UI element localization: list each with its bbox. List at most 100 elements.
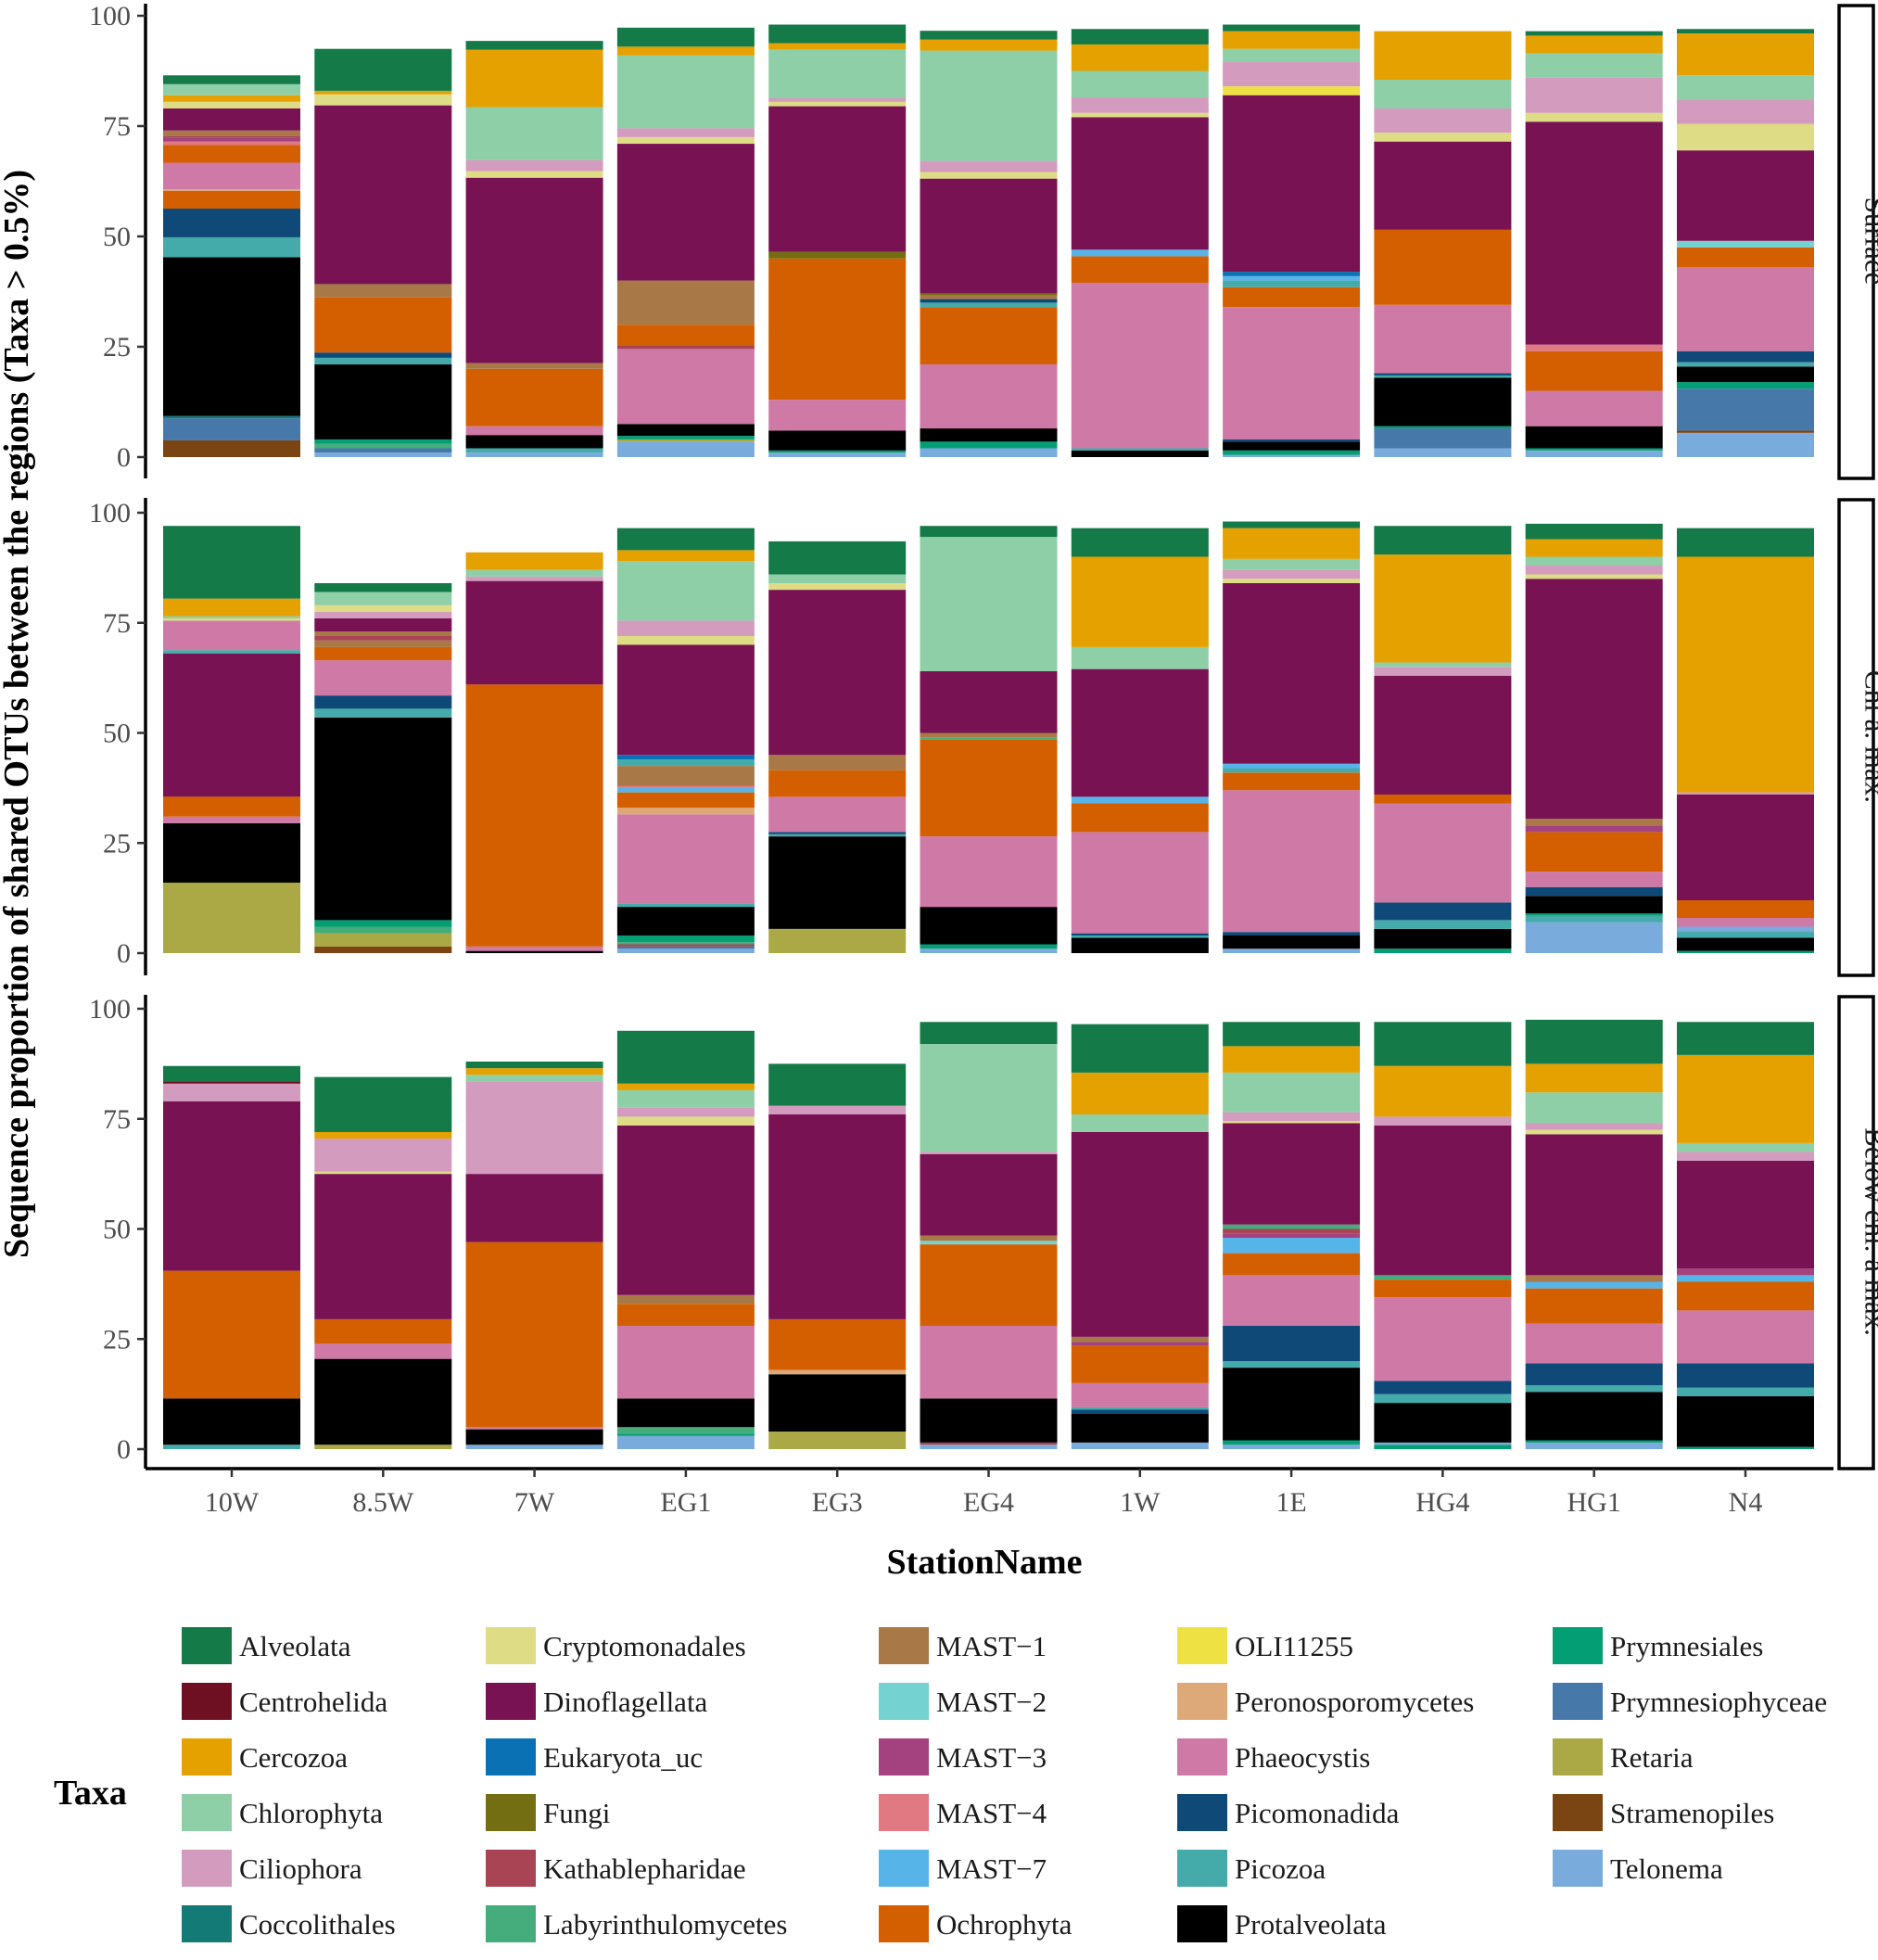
x-axis: 10W 8.5W 7W EG1 EG3 EG4 1W 1E HG4 HG1 N4 [146, 1467, 1834, 1518]
bar-segment-picomonadida [1677, 350, 1814, 363]
bar-segment-chlorophyta [768, 574, 907, 583]
bar-segment-ochrophyta [1223, 772, 1361, 791]
bar-segment-protalveolata [616, 1398, 755, 1428]
bar-segment-mast-1 [314, 284, 452, 298]
bar-segment-picomonadida [768, 832, 907, 834]
bar-segment-dinoflagellata [1071, 668, 1209, 797]
legend-label: Prymnesiophyceae [1610, 1686, 1827, 1718]
bar-segment-cercozoa [314, 1132, 452, 1139]
bar-segment-dinoflagellata [920, 671, 1058, 733]
legend: Alveolata Centrohelida Cercozoa Chlorophyta… [182, 1627, 1827, 1942]
y-tick-label: 75 [103, 608, 131, 639]
x-tick-label: 1W [1120, 1487, 1161, 1518]
bar-segment-cryptomonadales [1071, 112, 1209, 118]
bar-segment-alveolata [616, 1030, 755, 1084]
bar-segment-eukaryota-uc [1223, 272, 1361, 276]
legend-item-alveolata: Alveolata [182, 1627, 351, 1664]
y-tick-label: 0 [117, 1434, 131, 1465]
legend-item-mast-1: MAST−1 [879, 1627, 1047, 1664]
legend-item-prymnesiales: Prymnesiales [1553, 1627, 1763, 1664]
legend-label: OLI11255 [1235, 1630, 1353, 1662]
bar-segment-picozoa [163, 650, 300, 654]
legend-swatch [879, 1850, 929, 1887]
bar-segment-mast-7 [1223, 1238, 1361, 1254]
legend-swatch [1553, 1683, 1603, 1720]
bar-segment-cryptomonadales [616, 636, 755, 645]
bar-segment-picozoa [1374, 920, 1512, 929]
bar-segment-chlorophyta [1071, 70, 1209, 98]
bar-hg4 [1374, 1022, 1512, 1449]
bar-segment-cercozoa [465, 1068, 603, 1075]
bar-eg1 [616, 1030, 755, 1449]
bar-segment-ciliophora [465, 159, 603, 172]
bar-segment-phaeocystis [1525, 872, 1663, 887]
legend-item-centrohelida: Centrohelida [182, 1683, 387, 1720]
bar-segment-cryptomonadales [1677, 123, 1814, 151]
bar-segment-ochrophyta [1525, 832, 1663, 872]
bar-segment-telonema [314, 452, 452, 457]
bar-segment-kathablepharidae [616, 944, 755, 947]
bar-segment-dinoflagellata [465, 177, 603, 363]
bar-segment-phaeocystis [1071, 1382, 1209, 1407]
bar-7w [465, 1062, 603, 1449]
legend-item-coccolithales: Coccolithales [182, 1905, 396, 1942]
bar-segment-picozoa [1223, 280, 1361, 287]
bar-segment-chlorophyta [768, 49, 907, 99]
bar-segment-protalveolata [616, 907, 755, 936]
bar-segment-cryptomonadales [1374, 133, 1512, 142]
y-tick-label: 50 [103, 719, 131, 749]
bar-segment-cryptomonadales [920, 172, 1058, 179]
bar-segment-ochrophyta [314, 297, 452, 353]
bar-segment-protalveolata [1677, 1396, 1814, 1447]
bar-segment-chlorophyta [1374, 80, 1512, 108]
bar-segment-cercozoa [1677, 1054, 1814, 1143]
bar-segment-prymnesiales [616, 436, 755, 439]
bar-segment-phaeocystis [465, 946, 603, 951]
bar-segment-picozoa [768, 834, 907, 837]
y-tick-label: 100 [89, 498, 131, 528]
legend-item-chlorophyta: Chlorophyta [182, 1794, 383, 1831]
bar-segment-ochrophyta [314, 646, 452, 661]
bar-segment-phaeocystis [616, 349, 755, 425]
bar-segment-cercozoa [314, 90, 452, 95]
legend-label: Kathablepharidae [543, 1852, 746, 1885]
bar-segment-phaeocystis [314, 1343, 452, 1359]
bar-segment-ciliophora [1223, 61, 1361, 87]
bar-segment-ciliophora [1071, 97, 1209, 113]
bar-segment-ochrophyta [163, 1270, 300, 1399]
x-tick-label: N4 [1729, 1487, 1763, 1518]
bar-segment-phaeocystis [314, 660, 452, 696]
legend-item-fungi: Fungi [486, 1794, 611, 1831]
bar-segment-chlorophyta [920, 50, 1058, 161]
bar-segment-picomonadida [314, 695, 452, 709]
bar-segment-protalveolata [768, 1374, 907, 1432]
bar-segment-phaeocystis [616, 814, 755, 904]
y-tick-label: 0 [117, 442, 131, 473]
bar-segment-alveolata [1677, 1022, 1814, 1055]
bar-segment-cercozoa [1223, 31, 1361, 49]
bar-segment-phaeocystis [163, 162, 300, 190]
legend-swatch [182, 1627, 232, 1664]
bar-segment-phaeocystis [1677, 918, 1814, 927]
bar-segment-cercozoa [1223, 1046, 1361, 1073]
legend-swatch [182, 1850, 232, 1887]
legend-label: Telonema [1610, 1852, 1723, 1885]
bar-segment-dinoflagellata [1677, 795, 1814, 900]
bar-segment-mast-4 [616, 785, 755, 788]
bar-segment-alveolata [920, 526, 1058, 538]
bar-segment-prymnesiales [616, 1433, 755, 1436]
legend-item-mast-4: MAST−4 [879, 1794, 1047, 1831]
facet-strip-label: Below chl. a max. [1859, 1127, 1878, 1336]
bar-segment-chlorophyta [920, 537, 1058, 672]
legend-label: Ochrophyta [936, 1908, 1072, 1941]
legend-label: Cryptomonadales [543, 1630, 746, 1662]
bar-n4 [1677, 29, 1814, 457]
bar-segment-protalveolata [465, 435, 603, 449]
bar-segment-phaeocystis [1525, 390, 1663, 426]
bar-segment-ochrophyta [920, 307, 1058, 365]
legend-swatch [486, 1905, 536, 1942]
bar-segment-chlorophyta [1677, 75, 1814, 100]
legend-item-labyrinthulomycetes: Labyrinthulomycetes [486, 1905, 787, 1942]
bar-segment-telonema [1374, 1442, 1512, 1445]
bar-segment-prymnesiales [1525, 448, 1663, 451]
